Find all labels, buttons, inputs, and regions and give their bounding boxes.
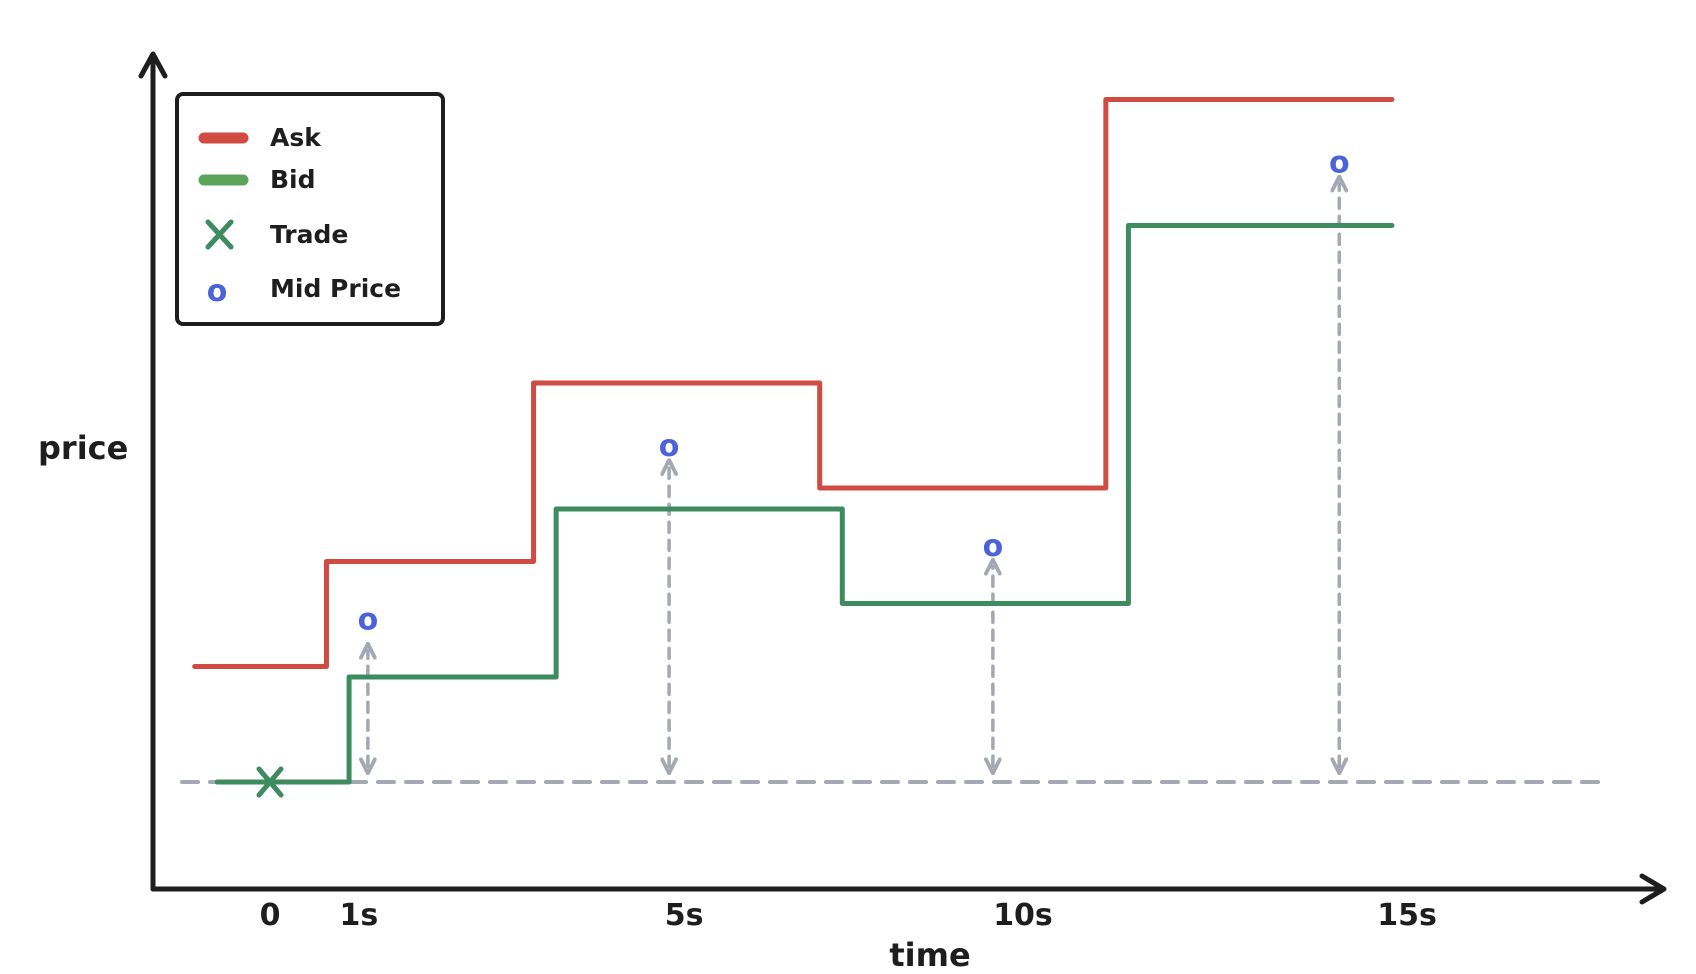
legend-bid-label: Bid [270, 165, 316, 194]
legend-ask-label: Ask [270, 123, 322, 152]
legend-mid-price-label: Mid Price [270, 274, 401, 303]
x-tick-label: 1s [339, 898, 378, 933]
x-tick-labels: 0 1s 5s 10s 15s [260, 898, 1437, 933]
mid-price-marker: o [983, 529, 1004, 564]
x-tick-label: 0 [260, 898, 281, 933]
series-line-ask [192, 97, 1395, 669]
x-axis-arrowhead [1639, 873, 1667, 905]
trade-marker-x-icon [256, 766, 284, 798]
legend-box [175, 92, 445, 326]
x-axis-title: time [889, 936, 970, 974]
legend: Ask Bid Trade o Mid Price [175, 92, 445, 326]
y-axis-title: price [38, 429, 128, 467]
axes [138, 51, 1667, 905]
x-tick-label: 15s [1377, 898, 1437, 933]
x-tick-label: 10s [993, 898, 1053, 933]
spread-arrows [368, 184, 1339, 767]
legend-mid-price-icon: o [207, 274, 228, 309]
series-line-bid [214, 223, 1395, 785]
mid-price-marker: o [358, 602, 379, 637]
y-axis-arrowhead [138, 51, 168, 79]
markers: o o o o [256, 146, 1350, 798]
series-lines [192, 97, 1395, 785]
x-tick-label: 5s [665, 898, 704, 933]
legend-trade-label: Trade [270, 220, 348, 249]
mid-price-marker: o [659, 429, 680, 464]
legend-trade-x-icon [205, 219, 234, 250]
mid-price-marker: o [1329, 146, 1350, 181]
